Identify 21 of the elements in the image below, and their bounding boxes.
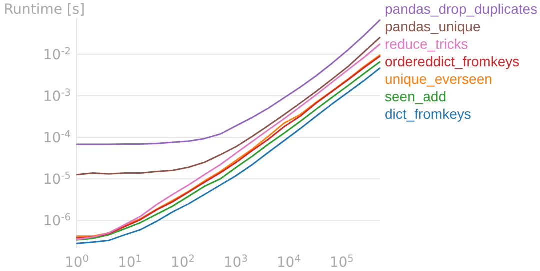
y-tick-label: 10$^{-5}$ (43, 170, 71, 188)
y-tick-label: 10$^{-4}$ (43, 128, 71, 146)
y-tick-label: 10$^{-6}$ (43, 212, 71, 230)
series-label: pandas_unique (385, 18, 481, 34)
x-tick-label: 10$^{3}$ (224, 254, 248, 271)
x-tick-label: 10$^{1}$ (118, 254, 142, 271)
y-axis-title: Runtime [s] (4, 2, 86, 18)
x-tick-label: 10$^{4}$ (276, 254, 301, 271)
x-tick-label: 10$^{2}$ (170, 254, 195, 271)
series-label: unique_everseen (385, 71, 492, 87)
text: dict_fromkeys (385, 106, 472, 122)
series-label: reduce_tricks (385, 36, 468, 52)
y-tick-label: 10$^{-2}$ (43, 46, 71, 64)
x-tick-label: 10$^{5}$ (330, 254, 354, 271)
line-series (76, 20, 381, 146)
line-series (76, 37, 381, 176)
y-tick-label: 10$^{-3}$ (43, 87, 71, 105)
series-label: pandas_drop_duplicates (385, 1, 538, 17)
series-label: ordereddict_fromkeys (385, 54, 520, 70)
series-label: seen_add (385, 88, 447, 104)
x-tick-label: 10$^{0}$ (64, 254, 90, 271)
